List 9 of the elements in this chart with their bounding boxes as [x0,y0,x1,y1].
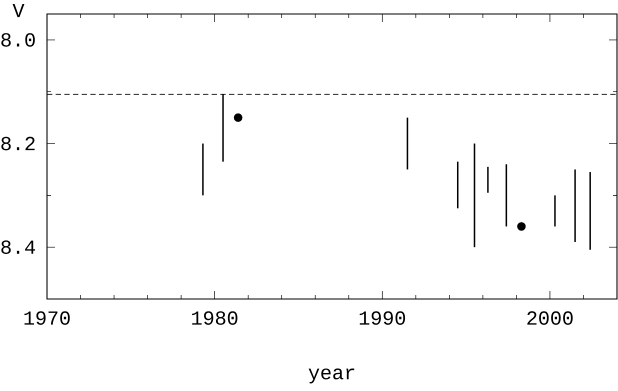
y-tick-label: 8.4 [1,240,36,254]
x-tick-label: 1970 [24,311,70,325]
y-axis-title: V [12,4,24,18]
x-axis-title: year [308,368,354,384]
x-tick-label: 1990 [360,311,406,325]
y-tick-label: 8.0 [1,33,35,47]
y-tick-label: 8.2 [1,136,35,150]
x-tick-label: 1980 [192,311,238,325]
x-tick-label: 2000 [527,311,573,325]
